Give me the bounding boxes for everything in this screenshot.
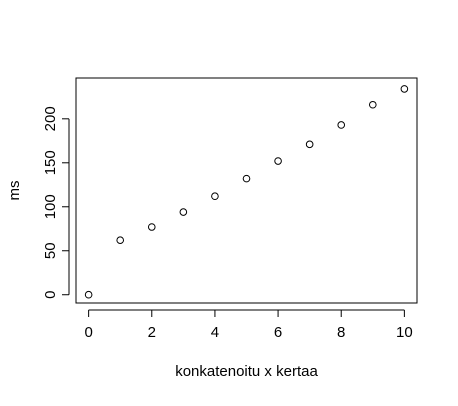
x-tick-label: 0: [84, 324, 92, 341]
x-tick-label: 4: [211, 324, 219, 341]
plot-frame: [75, 77, 418, 304]
data-points: [84, 85, 409, 299]
x-axis-label: konkatenoitu x kertaa: [175, 363, 318, 380]
data-point: [400, 85, 409, 93]
data-point: [211, 192, 219, 201]
y-axis: 0 50 100 150 200: [42, 106, 70, 299]
data-point: [116, 236, 125, 244]
data-point: [242, 174, 251, 183]
x-tick-label: 6: [274, 324, 282, 341]
x-axis: 0 2 4 6 8 10: [84, 309, 413, 341]
x-tick-label: 10: [396, 324, 413, 341]
data-point: [305, 140, 314, 149]
data-point: [84, 290, 93, 299]
y-tick-label: 50: [42, 242, 59, 259]
data-point: [147, 223, 156, 231]
y-tick-label: 150: [42, 150, 59, 175]
data-point: [274, 157, 282, 165]
x-tick-label: 8: [337, 324, 345, 341]
y-tick-label: 200: [42, 106, 59, 131]
data-point: [337, 121, 346, 129]
y-axis-label: ms: [6, 181, 23, 201]
y-tick-label: 100: [42, 194, 59, 219]
data-point: [368, 100, 377, 109]
y-tick-label: 0: [42, 291, 59, 299]
data-point: [179, 208, 188, 216]
x-tick-label: 2: [148, 324, 156, 341]
